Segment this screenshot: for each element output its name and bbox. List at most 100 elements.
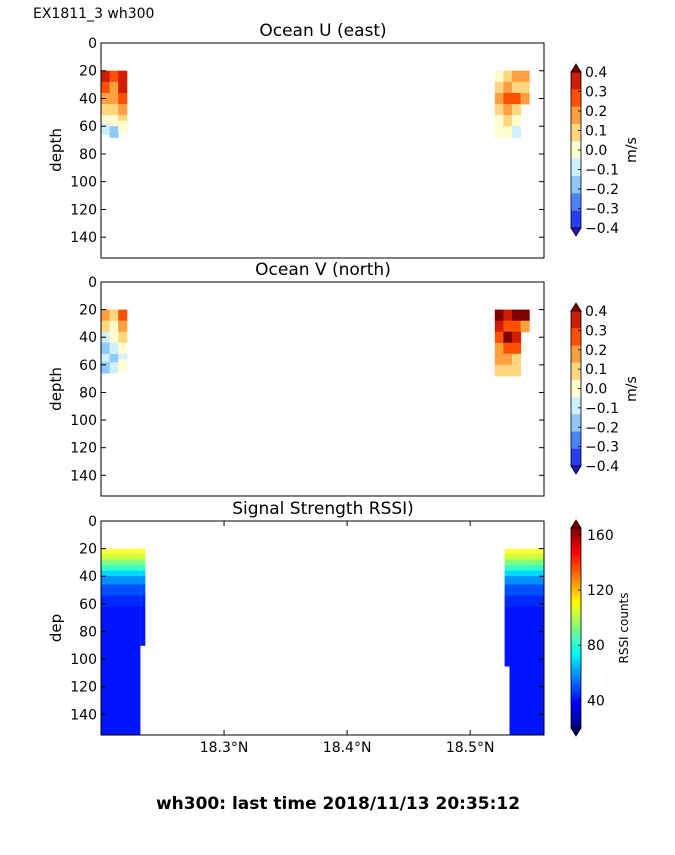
rssi-cell [509, 565, 544, 572]
heatmap-cell [512, 342, 522, 355]
heatmap-cell [109, 320, 119, 333]
rssi-cell [140, 548, 146, 555]
panel-title: Ocean V (north) [255, 260, 391, 280]
colorbar-tick-label: 80 [587, 638, 605, 654]
colorbar-tick-label: 0.2 [585, 343, 607, 359]
x-axis: 18.3°N 18.4°N 18.5°N [200, 521, 494, 756]
heatmap-cell [494, 81, 504, 94]
heatmap-cell [118, 320, 128, 333]
colorbar-tick-label: −0.2 [585, 182, 619, 198]
colorbar-segment [571, 141, 581, 159]
rssi-cell [101, 576, 141, 585]
y-tick-label: 80 [79, 147, 97, 163]
heatmap-layer [101, 548, 544, 736]
colorbar-segment [571, 345, 581, 363]
heatmap-cell [101, 309, 111, 322]
heatmap-cell [494, 331, 504, 344]
y-tick-label: 120 [70, 202, 97, 218]
heatmap-cell [512, 126, 522, 138]
colorbar: 0.4 0.3 0.2 0.1 0.0 −0.1 −0.2 −0.3 −0.4 [570, 302, 619, 475]
y-axis: 0 20 40 60 80 100 120 140 [70, 36, 544, 246]
colorbar-tick-label: 0.1 [585, 124, 607, 140]
colorbar-segment [571, 106, 581, 125]
colorbar-segment [571, 311, 581, 329]
heatmap-cell [503, 126, 513, 138]
colorbar-tick-label: 0.2 [585, 104, 607, 120]
colorbar-tick-label: −0.2 [585, 420, 619, 436]
heatmap-cell [118, 120, 128, 133]
heatmap-cell [118, 104, 128, 116]
colorbar-segment [571, 193, 581, 211]
heatmap-cell [101, 104, 111, 116]
heatmap-cell [512, 364, 522, 377]
rssi-cell [504, 584, 510, 596]
rssi-cell [504, 559, 510, 566]
y-tick-label: 120 [70, 680, 97, 696]
colorbar-segment [571, 362, 581, 381]
heatmap-cell [118, 92, 128, 105]
heatmap-cell [503, 364, 513, 377]
x-tick-label: 18.4°N [323, 740, 372, 756]
heatmap-cell [109, 309, 119, 322]
heatmap-cell [494, 353, 504, 366]
heatmap-layer [101, 70, 530, 138]
y-tick-label: 100 [70, 652, 97, 668]
heatmap-cell [109, 92, 119, 105]
heatmap-cell [503, 309, 513, 322]
colorbar-tick-label: 120 [587, 583, 614, 599]
rssi-cell [504, 576, 510, 585]
heatmap-cell [512, 353, 522, 366]
colorbar-extend-top [570, 302, 582, 312]
y-tick-label: 20 [79, 64, 97, 80]
heatmap-cell [503, 353, 513, 366]
rssi-cell [509, 606, 544, 736]
rssi-cell [509, 548, 544, 555]
heatmap-cell [503, 342, 513, 355]
heatmap-layer [101, 309, 530, 377]
y-tick-label: 40 [79, 91, 97, 107]
heatmap-cell [109, 353, 119, 366]
colorbar-tick-label: −0.4 [585, 459, 619, 475]
colorbar-extend-bottom [570, 727, 582, 737]
colorbar-tick-label: 160 [587, 528, 614, 544]
heatmap-cell [503, 320, 513, 333]
heatmap-cell [109, 81, 119, 94]
colorbar-label: m/s [624, 376, 640, 402]
plot-frame [100, 520, 545, 736]
colorbar: 160 120 80 40 [570, 519, 614, 737]
y-tick-label: 100 [70, 413, 97, 429]
heatmap-cell [118, 70, 128, 83]
heatmap-cell [520, 309, 530, 322]
colorbar-segment [571, 210, 581, 229]
y-tick-label: 40 [79, 569, 97, 585]
heatmap-cell [101, 342, 111, 355]
rssi-cell [504, 595, 510, 608]
heatmap-cell [512, 81, 522, 94]
y-tick-label: 40 [79, 330, 97, 346]
colorbar-segment [571, 328, 581, 346]
heatmap-cell [520, 320, 530, 333]
y-tick-label: 0 [88, 36, 97, 52]
y-tick-label: 100 [70, 175, 97, 191]
y-axis-label: dep [47, 614, 65, 642]
heatmap-cell [520, 81, 530, 94]
heatmap-cell [494, 92, 504, 105]
y-tick-label: 80 [79, 385, 97, 401]
y-tick-label: 60 [79, 358, 97, 374]
colorbar-tick-label: 0.4 [585, 304, 607, 320]
colorbar-tick-label: 0.3 [585, 85, 607, 101]
colorbar-tick-label: −0.3 [585, 202, 619, 218]
heatmap-cell [118, 331, 128, 344]
colorbar-tick-label: 0.0 [585, 382, 607, 398]
heatmap-cell [494, 115, 504, 127]
colorbar-segment [571, 414, 581, 432]
rssi-cell [140, 559, 146, 566]
rssi-cell [101, 565, 141, 572]
heatmap-cell [503, 81, 513, 94]
heatmap-cell [503, 115, 513, 127]
rssi-cell [509, 576, 544, 585]
panel-ocean-v: Ocean V (north) 0 20 40 60 80 100 120 140 depth… [47, 260, 640, 497]
y-axis-label: depth [47, 128, 65, 172]
heatmap-cell [101, 81, 111, 94]
